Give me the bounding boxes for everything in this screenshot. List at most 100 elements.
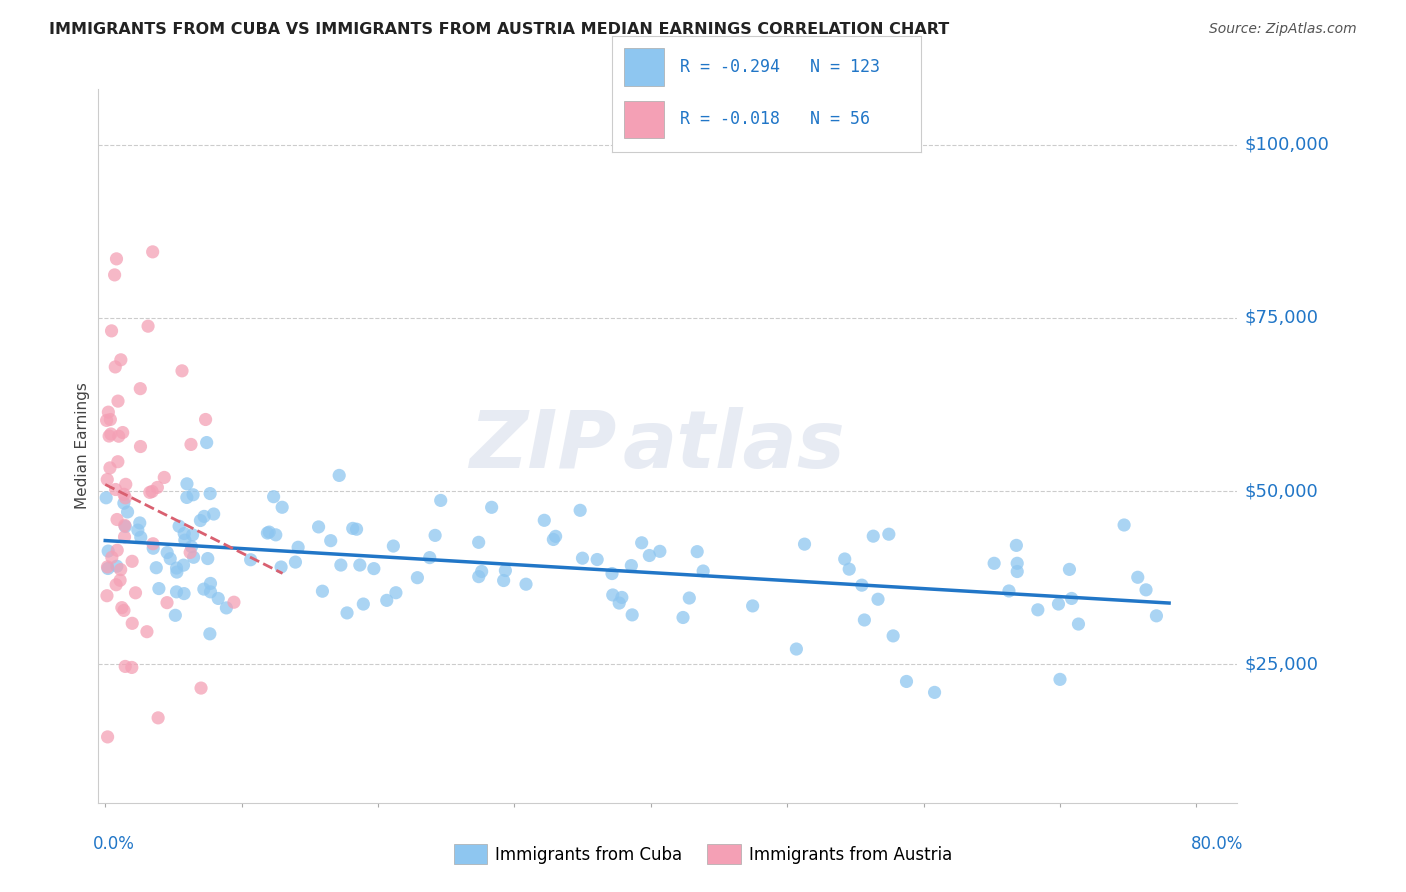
Point	[311, 584, 333, 599]
Point	[983, 557, 1005, 571]
Point	[176, 476, 198, 491]
Point	[363, 561, 385, 575]
Point	[101, 550, 124, 565]
Point	[1114, 518, 1136, 533]
Point	[114, 518, 136, 533]
Point	[107, 455, 129, 469]
Point	[1049, 673, 1071, 687]
Point	[139, 485, 162, 500]
Point	[1005, 556, 1028, 570]
Point	[620, 558, 643, 573]
Point	[1126, 570, 1149, 584]
Point	[785, 642, 807, 657]
Point	[165, 608, 187, 623]
Point	[1144, 608, 1167, 623]
Point	[419, 550, 441, 565]
Point	[198, 627, 221, 641]
Point	[263, 490, 285, 504]
Point	[105, 252, 128, 266]
Text: ZIP: ZIP	[470, 407, 617, 485]
Point	[342, 521, 364, 535]
Point	[156, 596, 179, 610]
Point	[112, 603, 135, 617]
Point	[346, 522, 368, 536]
Point	[195, 435, 218, 450]
Point	[121, 616, 143, 631]
Point	[121, 660, 143, 674]
Point	[853, 613, 876, 627]
Point	[375, 593, 398, 607]
Point	[142, 244, 165, 259]
FancyBboxPatch shape	[624, 48, 664, 86]
Point	[198, 486, 221, 500]
Point	[110, 352, 132, 367]
Point	[136, 624, 159, 639]
Point	[114, 477, 136, 491]
Point	[793, 537, 815, 551]
Text: R = -0.294   N = 123: R = -0.294 N = 123	[679, 58, 880, 76]
Point	[180, 437, 202, 451]
Point	[239, 553, 262, 567]
Point	[193, 582, 215, 596]
Point	[181, 488, 204, 502]
Point	[1060, 591, 1083, 606]
Point	[329, 558, 352, 572]
Point	[202, 507, 225, 521]
Point	[481, 500, 503, 515]
Point	[924, 685, 946, 699]
Point	[349, 558, 371, 572]
Point	[100, 324, 122, 338]
Point	[569, 503, 592, 517]
Point	[896, 674, 918, 689]
Point	[112, 487, 135, 501]
Point	[877, 527, 900, 541]
Point	[257, 525, 280, 540]
Text: $100,000: $100,000	[1244, 136, 1329, 153]
Point	[207, 591, 229, 606]
Point	[111, 425, 134, 440]
Point	[834, 552, 856, 566]
Point	[610, 591, 633, 605]
Point	[190, 681, 212, 695]
Point	[423, 528, 446, 542]
Point	[170, 364, 193, 378]
Text: 80.0%: 80.0%	[1191, 835, 1243, 853]
Point	[98, 429, 121, 443]
Point	[648, 544, 671, 558]
Point	[136, 319, 159, 334]
Point	[112, 496, 135, 510]
Point	[148, 582, 170, 596]
Point	[166, 565, 188, 579]
Point	[686, 544, 709, 558]
Point	[183, 550, 205, 565]
Point	[141, 484, 163, 499]
Point	[471, 565, 494, 579]
Point	[571, 551, 593, 566]
Point	[607, 596, 630, 610]
Point	[104, 268, 127, 282]
Point	[741, 599, 763, 613]
Point	[319, 533, 342, 548]
Point	[193, 509, 215, 524]
Point	[98, 412, 121, 426]
Point	[97, 405, 120, 419]
Point	[180, 540, 202, 554]
Text: IMMIGRANTS FROM CUBA VS IMMIGRANTS FROM AUSTRIA MEDIAN EARNINGS CORRELATION CHAR: IMMIGRANTS FROM CUBA VS IMMIGRANTS FROM …	[49, 22, 949, 37]
Point	[114, 530, 136, 544]
Text: $75,000: $75,000	[1244, 309, 1319, 326]
Point	[533, 513, 555, 527]
Point	[97, 561, 120, 575]
Point	[176, 491, 198, 505]
Text: R = -0.018   N = 56: R = -0.018 N = 56	[679, 111, 870, 128]
Point	[468, 569, 491, 583]
Point	[215, 601, 238, 615]
Point	[200, 576, 222, 591]
Point	[166, 561, 188, 575]
Point	[222, 595, 245, 609]
Point	[121, 554, 143, 568]
Point	[173, 558, 195, 573]
Point	[494, 564, 516, 578]
Point	[1047, 597, 1070, 611]
Point	[97, 730, 120, 744]
Point	[166, 585, 188, 599]
